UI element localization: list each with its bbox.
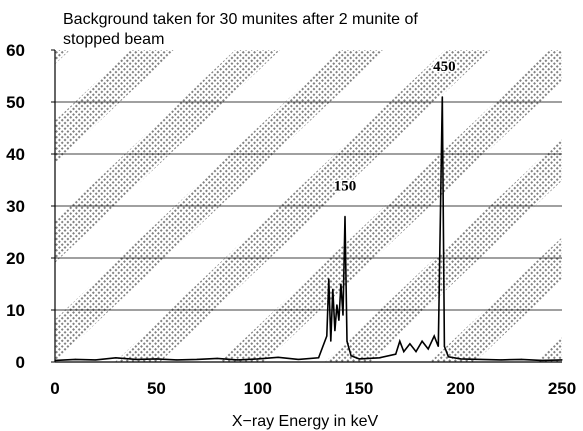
y-tick-label: 20 — [6, 249, 25, 268]
peak-annotation: 450 — [433, 59, 456, 75]
halftone-band — [535, 336, 562, 362]
chart-title-line-2: stopped beam — [63, 31, 164, 48]
data-point — [318, 357, 320, 359]
data-point — [460, 358, 462, 360]
x-tick-label: 200 — [446, 379, 474, 398]
data-point — [336, 304, 338, 306]
data-point — [399, 340, 401, 342]
data-point — [332, 288, 334, 290]
data-point — [378, 357, 381, 359]
x-tick-label: 250 — [548, 379, 576, 398]
data-point — [334, 330, 336, 332]
data-point — [115, 357, 117, 359]
halftone-band — [430, 237, 562, 362]
data-point — [326, 335, 328, 337]
data-point — [500, 359, 502, 361]
data-point — [415, 351, 417, 353]
data-point — [176, 359, 178, 361]
x-tick-label: 0 — [50, 379, 59, 398]
spectrum-line — [54, 96, 563, 362]
data-point — [338, 319, 340, 321]
data-point — [541, 359, 543, 361]
data-point — [480, 358, 482, 360]
data-point — [74, 358, 76, 360]
data-point — [216, 357, 218, 359]
gridlines — [55, 101, 562, 311]
data-point — [443, 345, 445, 347]
data-point — [441, 96, 443, 98]
data-point — [437, 345, 439, 347]
data-point — [297, 358, 299, 360]
data-point — [421, 340, 423, 342]
data-point — [409, 343, 411, 345]
y-tick-label: 40 — [6, 145, 25, 164]
data-point — [236, 359, 239, 361]
data-point — [155, 358, 157, 360]
data-point — [344, 215, 346, 217]
halftone-band — [55, 50, 175, 164]
data-point — [277, 356, 279, 358]
data-point — [358, 358, 360, 360]
x-axis-label: X−ray Energy in keV — [232, 413, 379, 430]
halftone-band — [55, 50, 280, 263]
data-point — [54, 359, 56, 361]
peak-annotation: 150 — [334, 178, 357, 194]
data-point — [561, 359, 563, 361]
data-point — [427, 348, 429, 350]
x-tick-label: 50 — [147, 379, 166, 398]
y-tick-label: 0 — [16, 353, 25, 372]
axes: 0 10 20 30 40 50 60 0 50 100 150 200 250 — [6, 41, 576, 398]
chart-title-line-1: Background taken for 30 munites after 2 … — [63, 11, 418, 28]
x-tick-label: 150 — [345, 379, 373, 398]
data-point — [95, 359, 97, 361]
data-point — [340, 283, 342, 285]
data-point — [447, 356, 449, 358]
data-point — [330, 340, 332, 342]
data-point — [196, 358, 198, 360]
data-point — [342, 314, 344, 316]
annotations: 150 450 — [332, 57, 457, 196]
halftone-band — [55, 50, 70, 65]
y-tick-label: 60 — [6, 41, 25, 60]
data-point — [433, 335, 435, 337]
data-point — [350, 355, 352, 357]
y-tick-label: 30 — [6, 197, 25, 216]
series-layer — [54, 96, 563, 362]
y-tick-label: 10 — [6, 301, 25, 320]
data-point — [346, 340, 348, 342]
data-point — [395, 353, 397, 355]
data-point — [403, 351, 405, 353]
data-point — [135, 358, 137, 360]
x-tick-label: 100 — [244, 379, 272, 398]
data-point — [257, 358, 259, 360]
y-tick-label: 50 — [6, 93, 25, 112]
data-point — [328, 278, 330, 280]
data-point — [520, 358, 523, 360]
